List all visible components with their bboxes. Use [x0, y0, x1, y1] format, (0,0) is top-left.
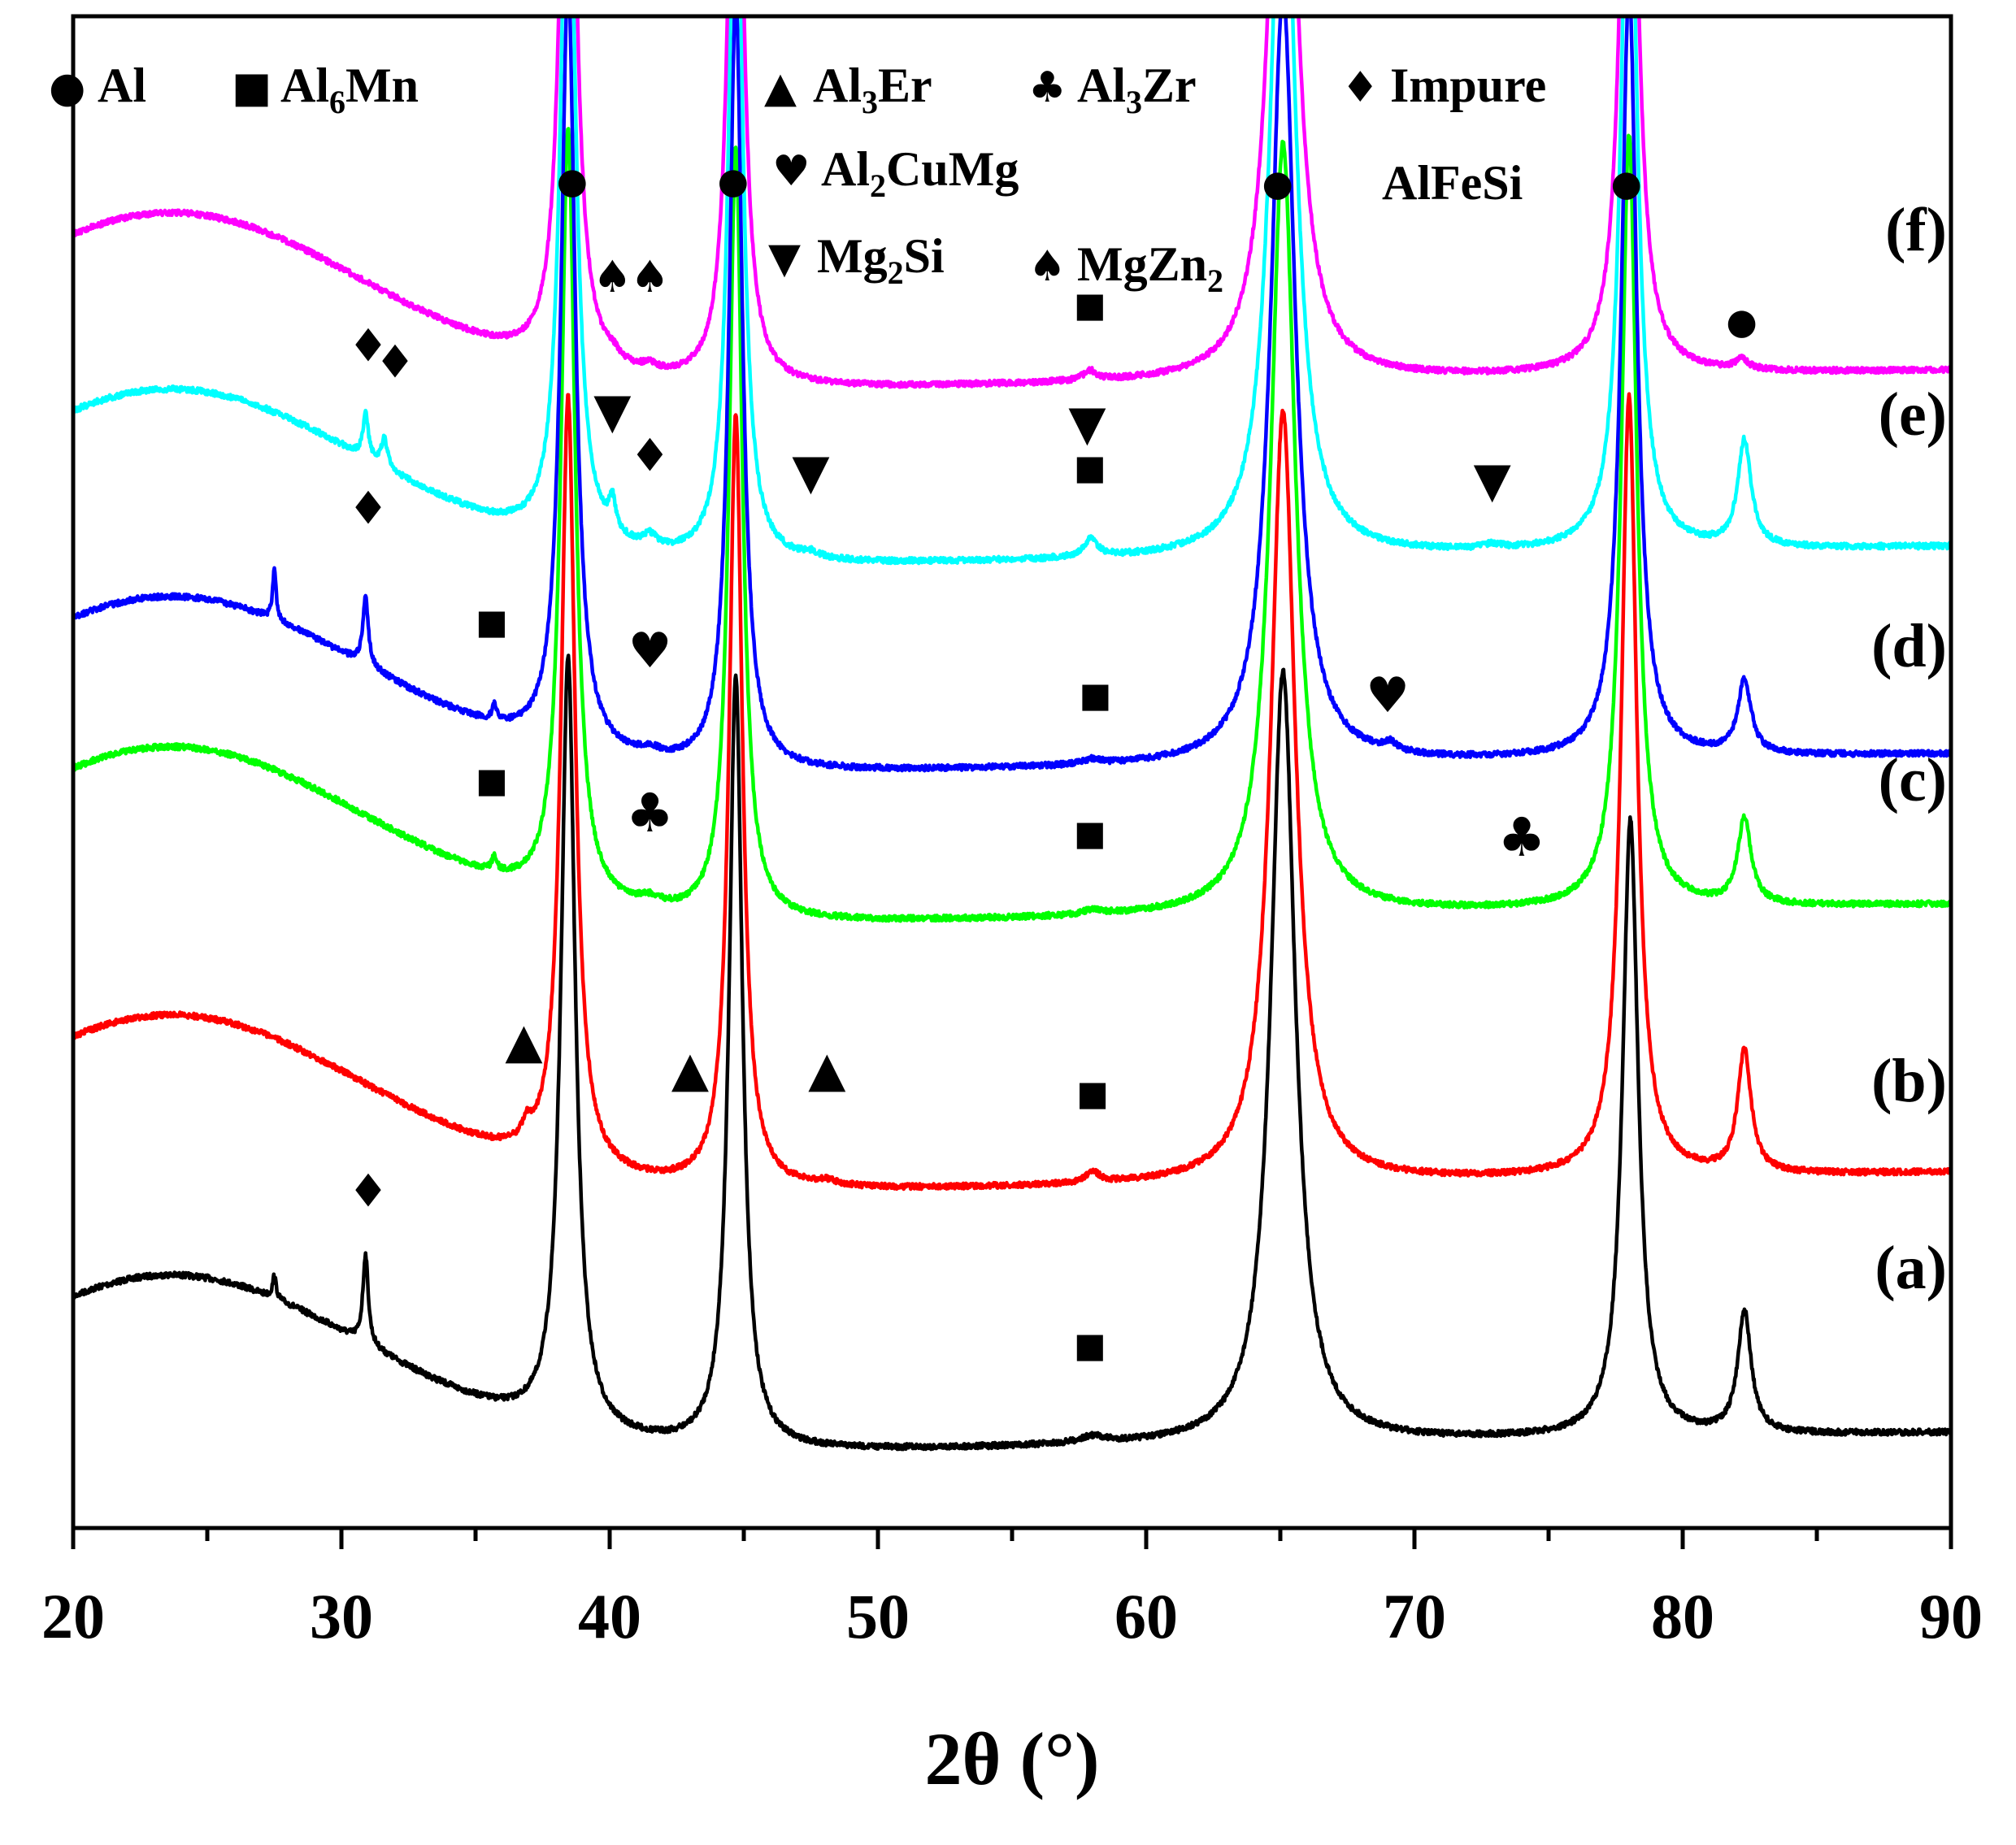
peak-marker: ▲	[671, 1041, 709, 1098]
peak-marker: ♦	[348, 320, 389, 373]
peak-marker: ●	[1610, 163, 1641, 204]
peak-marker: ♦	[375, 336, 415, 389]
peak-marker: ■	[1074, 814, 1106, 853]
peak-marker: ♦	[629, 430, 670, 483]
peak-marker: ♥	[628, 623, 672, 679]
legend-symbol: ♣	[1028, 63, 1067, 112]
x-tick-label: 70	[1383, 1581, 1446, 1652]
legend: ● Al ■ Al6Mn ▲ Al3Er ♣ Al3Zr ♦ Impure AlFeSi ♥ Al2Cu…	[49, 59, 1546, 299]
peak-marker: ▼	[1474, 452, 1511, 509]
peak-marker: ■	[1074, 1326, 1106, 1365]
peak-marker: ■	[1079, 675, 1111, 715]
peak-marker: ●	[557, 160, 588, 202]
series-line-a	[73, 653, 1951, 1452]
legend-label: Al3Er	[813, 59, 932, 120]
peak-marker: ■	[476, 761, 508, 801]
trace-label: (c)	[1879, 746, 1947, 814]
legend-symbol: ■	[232, 63, 272, 112]
peak-marker: ♣	[1497, 806, 1545, 869]
peak-marker: ●	[718, 160, 749, 202]
legend-symbol: ▲	[764, 63, 797, 112]
legend-symbol: ●	[49, 63, 85, 112]
series-line-c	[73, 127, 1951, 923]
legend-symbol: ♠	[1028, 242, 1067, 291]
trace-label: (b)	[1871, 1047, 1947, 1115]
trace-label: (a)	[1875, 1234, 1947, 1302]
peak-marker: ▼	[593, 383, 631, 440]
peak-marker: ●	[1726, 301, 1757, 342]
series-line-b	[73, 392, 1951, 1192]
x-tick-label: 60	[1114, 1581, 1178, 1652]
legend-label: Al6Mn	[280, 59, 419, 120]
x-tick-label: 50	[846, 1581, 910, 1652]
peak-marker: ■	[1074, 448, 1106, 488]
peak-marker: ■	[476, 602, 508, 642]
x-tick-label: 90	[1919, 1581, 1983, 1652]
peak-marker: ♣	[626, 782, 674, 844]
series-line-e	[73, 16, 1951, 566]
peak-marker: ♦	[348, 483, 389, 536]
x-tick-label: 30	[310, 1581, 373, 1652]
legend-label: Mg2Si	[817, 229, 945, 291]
series-line-d	[73, 16, 1951, 773]
trace-label: (e)	[1879, 380, 1947, 449]
peak-marker: ♠	[630, 251, 669, 302]
legend-label: Al2CuMg	[821, 142, 1019, 204]
legend-label: MgZn2	[1077, 237, 1223, 299]
trace-label: (f)	[1885, 196, 1947, 264]
legend-symbol: ♥	[772, 147, 810, 196]
legend-symbol: ▼	[768, 234, 801, 283]
series-line-f	[73, 16, 1951, 389]
peak-marker: ●	[1262, 163, 1293, 204]
x-tick-label: 20	[41, 1581, 105, 1652]
peak-marker: ▼	[792, 444, 829, 501]
peak-marker: ♠	[593, 251, 632, 302]
peak-marker: ♥	[1366, 667, 1410, 724]
peak-marker: ■	[1076, 1074, 1109, 1114]
peak-marker: ▲	[505, 1013, 542, 1070]
peak-marker: ♦	[348, 1166, 389, 1218]
x-axis-title: 2θ (°)	[924, 1717, 1099, 1800]
legend-label: Al	[98, 59, 146, 112]
legend-label: Al3Zr	[1077, 59, 1197, 120]
legend-label: AlFeSi	[1382, 156, 1523, 210]
plot-frame	[71, 14, 1953, 1530]
legend-symbol: ♦	[1341, 63, 1379, 112]
x-tick-label: 80	[1651, 1581, 1714, 1652]
peak-marker: ▲	[808, 1041, 845, 1098]
legend-label: Impure	[1390, 59, 1546, 112]
x-tick-label: 40	[578, 1581, 641, 1652]
peak-marker: ■	[1074, 285, 1106, 325]
peak-marker: ▼	[1068, 395, 1106, 452]
trace-label: (d)	[1871, 612, 1947, 680]
